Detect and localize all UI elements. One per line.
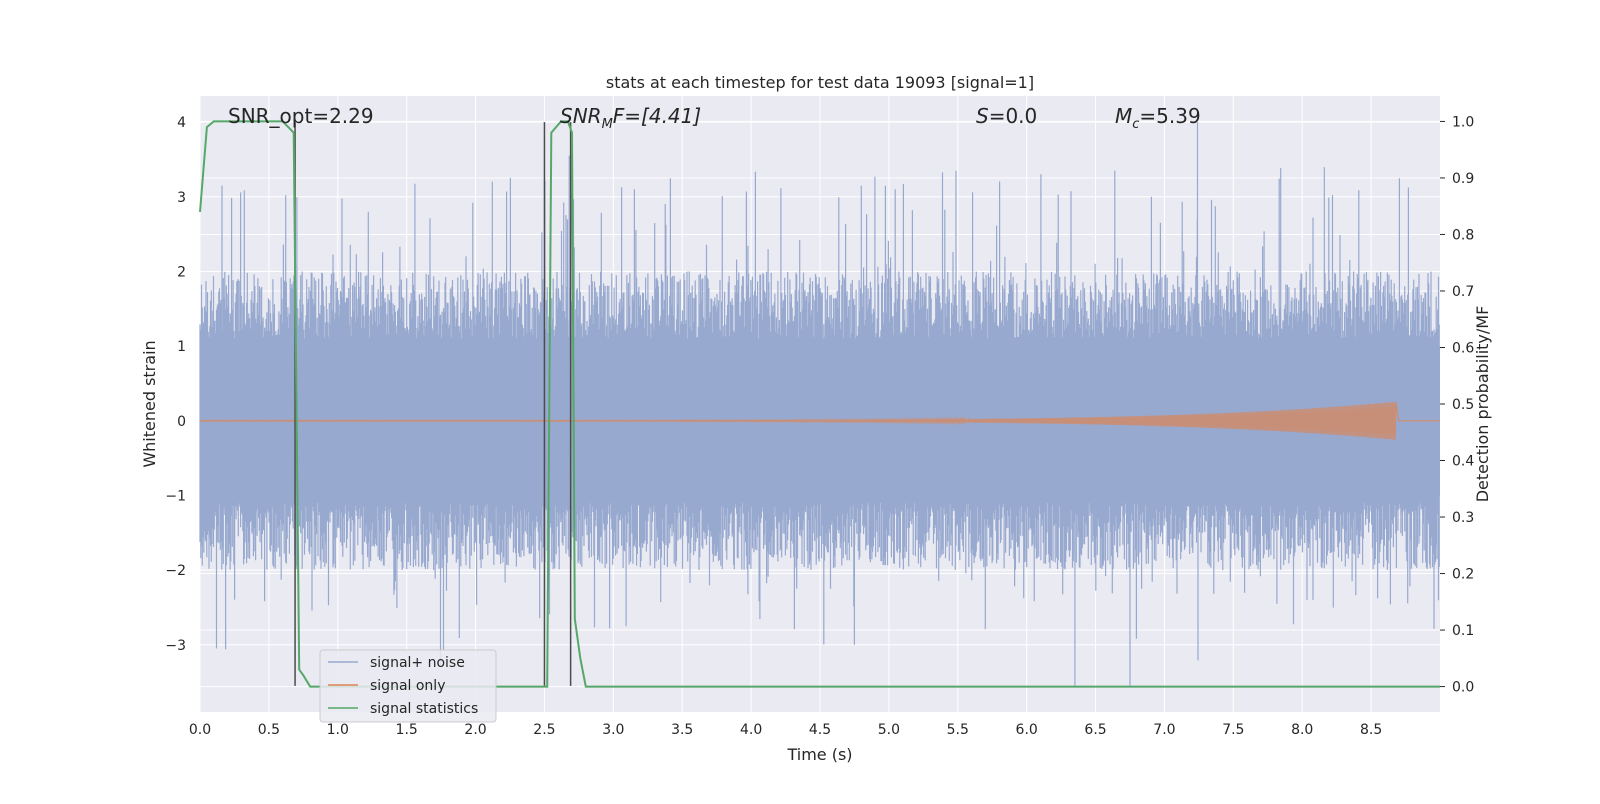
- x-tick-label: 5.0: [878, 722, 900, 738]
- x-tick-label: 5.5: [947, 722, 969, 738]
- annotation-snr-mf-sub: M: [602, 117, 613, 132]
- x-tick-label: 7.0: [1153, 722, 1175, 738]
- y-tick-label: −2: [165, 563, 186, 579]
- x-tick-label: 2.0: [464, 722, 486, 738]
- annotation-snr-mf-rest: F=[4.41]: [613, 104, 701, 128]
- legend-label-signal-statistics: signal statistics: [370, 701, 478, 717]
- x-tick-labels: 0.0 0.5 1.0 1.5 2.0 2.5 3.0 3.5 4.0 4.5 5.0 5.5 6.0 6…: [189, 722, 1382, 738]
- y-axis-label: Whitened strain: [140, 340, 159, 467]
- x-tick-label: 4.0: [740, 722, 762, 738]
- y-tick-label: 4: [177, 115, 186, 131]
- annotation-snr-mf-main: SNR: [560, 104, 602, 128]
- y2-tick-label: 0.8: [1452, 227, 1474, 243]
- x-tick-label: 1.0: [327, 722, 349, 738]
- y-tick-labels: −3 −2 −1 0 1 2 3 4: [165, 115, 186, 654]
- y-tick-label: 3: [177, 190, 186, 206]
- y-tick-label: 2: [177, 264, 186, 280]
- chart-title: stats at each timestep for test data 190…: [606, 73, 1034, 92]
- y2-tick-label: 0.9: [1452, 171, 1474, 187]
- y2-tick-labels: 0.0 0.1 0.2 0.3 0.4 0.5 0.6 0.7 0.8 0.9 1.0: [1440, 114, 1474, 696]
- signal-only-line: [199, 401, 1440, 440]
- y2-tick-label: 0.3: [1452, 510, 1474, 526]
- y2-tick-label: 1.0: [1452, 114, 1474, 130]
- annotation-s-main: S: [976, 104, 989, 128]
- annotation-mc-sub: c: [1132, 117, 1139, 132]
- y2-axis-label: Detection probability/MF: [1473, 306, 1492, 503]
- annotation-snr-opt: SNR_opt=2.29: [228, 104, 374, 128]
- legend: signal+ noise signal only signal statist…: [319, 649, 497, 723]
- y-tick-label: 0: [177, 414, 186, 430]
- y-tick-label: −1: [165, 488, 186, 504]
- y2-tick-label: 0.4: [1452, 454, 1474, 470]
- annotation-s: S=0.0: [976, 104, 1037, 128]
- x-tick-label: 1.5: [396, 722, 418, 738]
- signal-statistics-line: [199, 120, 1440, 688]
- x-tick-label: 8.5: [1360, 722, 1382, 738]
- x-tick-label: 6.5: [1084, 722, 1106, 738]
- y2-tick-label: 0.6: [1452, 340, 1474, 356]
- x-tick-label: 4.5: [809, 722, 831, 738]
- legend-label-signal-noise: signal+ noise: [370, 655, 465, 671]
- y2-tick-label: 0.1: [1452, 623, 1474, 639]
- y-tick-label: −3: [165, 638, 186, 654]
- x-tick-label: 8.0: [1291, 722, 1313, 738]
- x-axis-label: Time (s): [786, 745, 852, 764]
- legend-label-signal-only: signal only: [370, 678, 445, 694]
- x-tick-label: 7.5: [1222, 722, 1244, 738]
- x-tick-label: 3.5: [671, 722, 693, 738]
- y2-tick-label: 0.0: [1452, 680, 1474, 696]
- x-tick-label: 3.0: [602, 722, 624, 738]
- annotation-snr-mf: SNRMF=[4.41]: [560, 104, 701, 132]
- x-tick-label: 2.5: [533, 722, 555, 738]
- annotation-mc: Mc=5.39: [1115, 104, 1201, 132]
- stats-series-layer: [199, 120, 1440, 688]
- annotation-s-rest: =0.0: [989, 104, 1038, 128]
- y2-tick-label: 0.2: [1452, 567, 1474, 583]
- annotation-mc-main: M: [1115, 104, 1132, 128]
- chirp-series-layer: [199, 401, 1440, 440]
- x-tick-label: 6.0: [1016, 722, 1038, 738]
- x-tick-label: 0.0: [189, 722, 211, 738]
- x-tick-label: 0.5: [258, 722, 280, 738]
- y2-tick-label: 0.5: [1452, 397, 1474, 413]
- legend-box: [319, 649, 497, 723]
- y-tick-label: 1: [177, 339, 186, 355]
- annotation-mc-rest: =5.39: [1139, 104, 1200, 128]
- y2-tick-label: 0.7: [1452, 284, 1474, 300]
